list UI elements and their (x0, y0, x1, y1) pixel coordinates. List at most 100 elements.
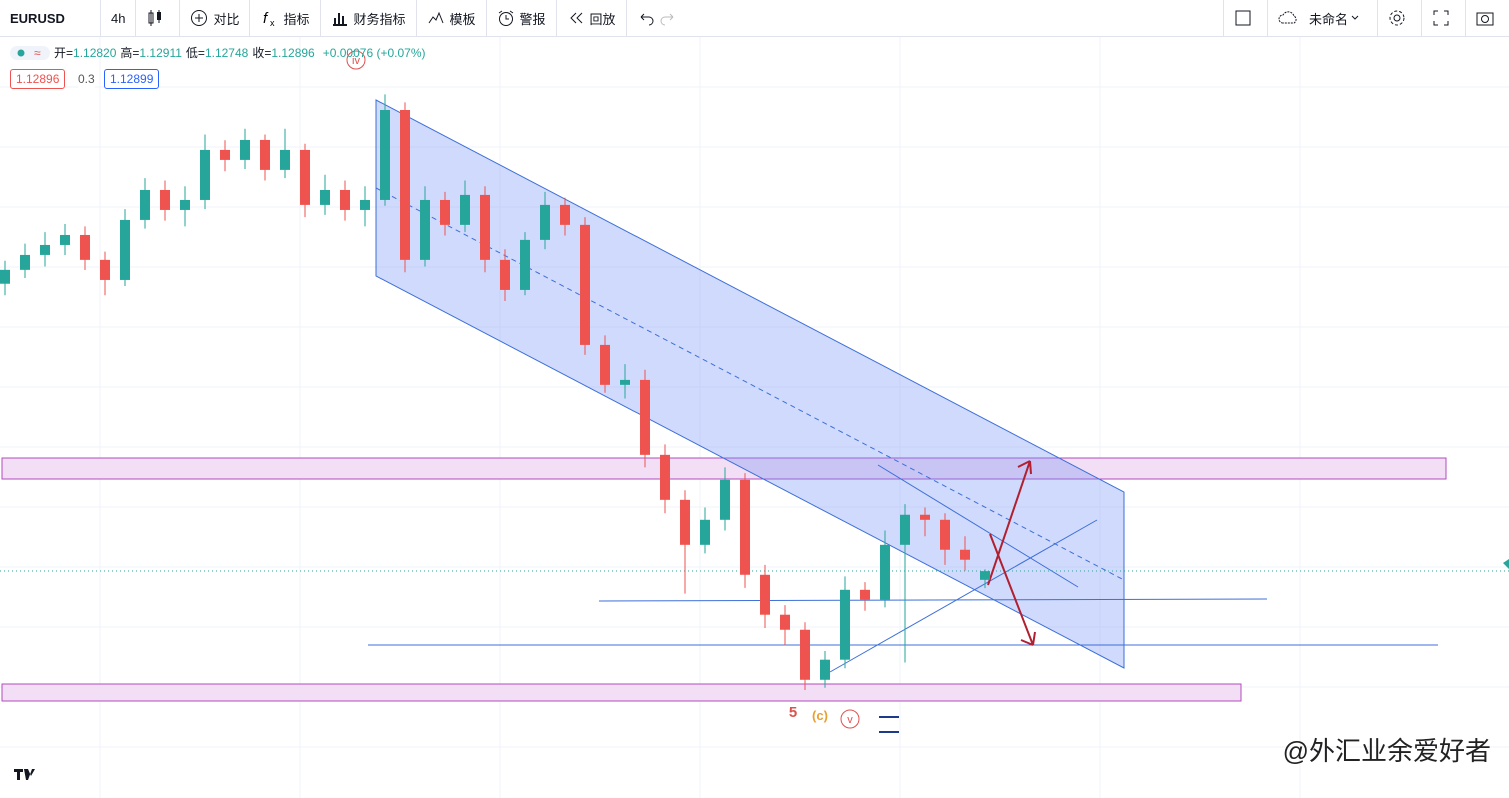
candle-body (780, 614, 790, 630)
candle-body (800, 629, 810, 680)
candle-body (840, 589, 850, 660)
arrow-down (989, 533, 1036, 646)
marker (879, 716, 899, 733)
svg-text:x: x (270, 18, 275, 27)
candle-body (80, 234, 90, 260)
label: 财务指标 (353, 11, 406, 27)
label: 未命名 (1308, 11, 1348, 27)
candle-body (100, 259, 110, 280)
templates[interactable]: 模板 (417, 0, 487, 36)
snapshot[interactable] (1466, 0, 1509, 36)
label: 模板 (449, 11, 476, 27)
candle-body (420, 199, 430, 260)
fullscreen[interactable] (1422, 0, 1466, 36)
icon (1235, 10, 1251, 26)
candle-body (520, 239, 530, 290)
symbol[interactable]: EURUSD (0, 0, 101, 36)
label: 对比 (213, 11, 240, 27)
icon (428, 11, 443, 24)
candle-body (180, 199, 190, 210)
candle-body (260, 139, 270, 170)
compare[interactable]: 对比 (180, 0, 251, 36)
chart-type[interactable] (136, 0, 181, 36)
toolbar-right: 未命名 (1222, 0, 1509, 36)
candle-body (360, 199, 370, 210)
channel-mid (375, 187, 1125, 581)
ohlc-value: 1.12748 (204, 46, 249, 60)
alerts[interactable]: 警报 (487, 0, 557, 36)
icon (498, 10, 513, 26)
candle-body (740, 479, 750, 575)
legend-toggle[interactable]: ≈ (10, 45, 50, 61)
ohlc-label: 低= (185, 46, 205, 60)
drawings: iv 5 (c) v (0, 50, 1509, 780)
ohlc-value: 1.12896 (271, 46, 315, 60)
candle-body (140, 189, 150, 220)
label: 指标 (283, 11, 310, 27)
ohlc-label: 收= (252, 46, 272, 60)
ohlc-value: 1.12820 (73, 46, 117, 60)
candle-body (220, 149, 230, 160)
candle-body (920, 514, 930, 520)
wave-circle (840, 709, 860, 729)
wave-label: v (847, 714, 853, 726)
candle-body (40, 244, 50, 255)
arrow-up (987, 460, 1032, 586)
candle-body (0, 269, 10, 284)
candles (0, 94, 990, 690)
toolbar: EURUSD 4h 对比 f x 指标 财务指标 模板 警报 回放 未命名 (0, 0, 1509, 37)
trendline (829, 519, 1098, 673)
candle-body (440, 199, 450, 225)
svg-text:≈: ≈ (34, 46, 41, 60)
settings[interactable] (1378, 0, 1422, 36)
layout-toggle[interactable] (1222, 0, 1268, 36)
candle-body (460, 194, 470, 225)
icon (191, 10, 208, 26)
candle-body (120, 219, 130, 280)
candle-body (480, 194, 490, 260)
candle-body (680, 499, 690, 545)
watermark: @外汇业余爱好者 (1282, 736, 1491, 766)
icon (1389, 10, 1405, 26)
wave-label: (c) (812, 708, 828, 723)
replay[interactable]: 回放 (557, 0, 627, 36)
candle-body (500, 259, 510, 290)
resistance-zone (1, 457, 1447, 480)
wave-label: iv (352, 55, 360, 67)
icon (332, 13, 347, 26)
interval[interactable]: 4h (101, 0, 137, 36)
candle-body (700, 519, 710, 545)
indicators[interactable]: f x 指标 (250, 0, 321, 36)
candle-body (160, 189, 170, 210)
candle-icon (148, 10, 162, 26)
bid-box[interactable]: 1.12896 (10, 69, 66, 89)
candle-body (720, 479, 730, 520)
candle-body (400, 109, 410, 260)
candle-body (860, 589, 870, 600)
icon (1433, 10, 1449, 26)
ohlc-label: 高= (120, 46, 140, 60)
candle-body (880, 544, 890, 600)
icon (640, 13, 673, 26)
caret (1351, 15, 1359, 20)
label: 警报 (519, 11, 546, 27)
ohlc-value: 1.12911 (139, 46, 182, 60)
financials[interactable]: 财务指标 (321, 0, 417, 36)
candle-body (380, 109, 390, 200)
wave-circle (346, 50, 366, 70)
svg-text:f: f (263, 10, 269, 27)
ohlc: 开=1.12820 高=1.12911 低=1.12748 收=1.12896 (54, 44, 319, 61)
candle-body (960, 549, 970, 560)
candle-body (280, 149, 290, 170)
label: 回放 (589, 11, 616, 27)
legend: ≈ 开=1.12820 高=1.12911 低=1.12748 收=1.12896 +… (10, 44, 425, 61)
trendline (877, 464, 1079, 588)
candle-body (320, 189, 330, 205)
undo-redo[interactable] (627, 0, 692, 36)
candle-body (20, 254, 30, 270)
ask-box[interactable]: 1.12899 (104, 69, 160, 89)
layout-name[interactable]: 未命名 (1268, 0, 1378, 36)
candle-body (660, 454, 670, 500)
tv-logo (14, 769, 35, 780)
